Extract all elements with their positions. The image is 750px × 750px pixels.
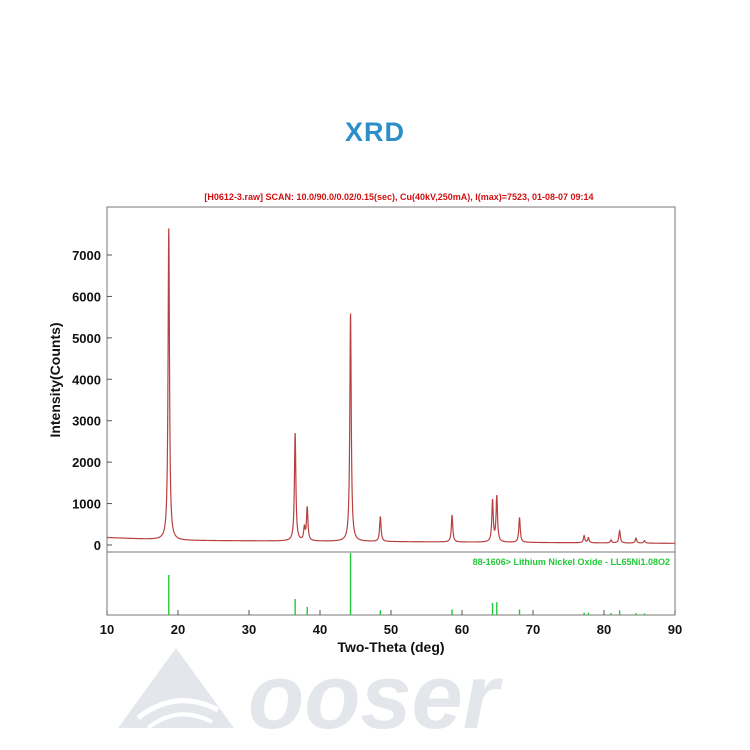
scan-header: [H0612-3.raw] SCAN: 10.0/90.0/0.02/0.15(… — [204, 192, 593, 202]
x-axis: 10 20 30 40 50 60 70 80 90 — [100, 610, 682, 637]
x-tick-label-0: 10 — [100, 622, 114, 637]
x-tick-label-3: 40 — [313, 622, 327, 637]
reference-sticks — [168, 553, 646, 615]
x-tick-label-7: 80 — [597, 622, 611, 637]
x-tick-label-8: 90 — [668, 622, 682, 637]
x-tick-label-6: 70 — [526, 622, 540, 637]
y-axis: 0 1000 2000 3000 4000 5000 6000 7000 — [72, 248, 112, 553]
x-tick-label-4: 50 — [384, 622, 398, 637]
x-tick-label-2: 30 — [242, 622, 256, 637]
y-tick-label-4: 4000 — [72, 372, 101, 387]
y-tick-label-3: 3000 — [72, 414, 101, 429]
x-tick-label-5: 60 — [455, 622, 469, 637]
y-tick-label-0: 0 — [94, 538, 101, 553]
y-tick-label-2: 2000 — [72, 455, 101, 470]
x-tick-label-1: 20 — [171, 622, 185, 637]
watermark-text: ooser — [248, 646, 503, 740]
y-tick-label-5: 5000 — [72, 331, 101, 346]
watermark: ooser — [118, 646, 503, 740]
xrd-pattern-line — [107, 228, 675, 544]
y-tick-label-7: 7000 — [72, 248, 101, 263]
chart-title: XRD — [344, 117, 405, 147]
y-tick-label-1: 1000 — [72, 497, 101, 512]
y-axis-label: Intensity(Counts) — [47, 322, 63, 437]
reference-label: 88-1606> Lithium Nickel Oxide - LL65Ni1.… — [473, 557, 670, 567]
x-axis-label: Two-Theta (deg) — [337, 639, 444, 655]
main-plot-frame — [106, 206, 676, 553]
y-tick-label-6: 6000 — [72, 289, 101, 304]
triangle-wave-logo-icon — [118, 648, 234, 730]
